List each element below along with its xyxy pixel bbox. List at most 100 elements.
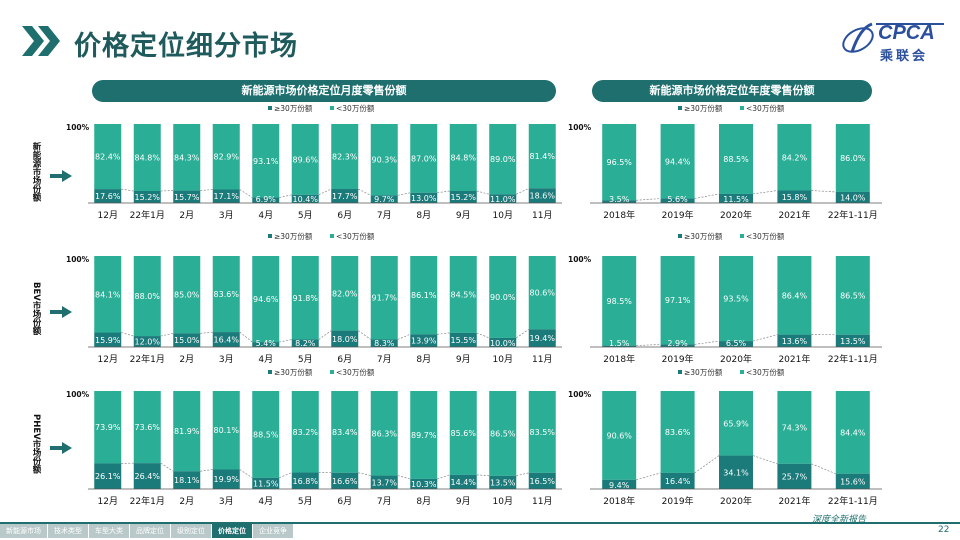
series-connector-line bbox=[437, 474, 450, 480]
footer-divider bbox=[0, 522, 960, 524]
legend-label-low: <30万份额 bbox=[336, 103, 375, 113]
series-connector-line bbox=[636, 344, 661, 346]
bar-segment-high bbox=[291, 339, 319, 347]
bar-segment-low bbox=[370, 124, 398, 196]
series-connector-line bbox=[636, 472, 661, 481]
data-label-low: 65.9% bbox=[723, 419, 749, 428]
legend-swatch-high bbox=[268, 370, 272, 374]
x-tick-label: 2018年 bbox=[603, 495, 635, 507]
legend-label-low: <30万份额 bbox=[746, 367, 785, 377]
bar-segment-high bbox=[719, 341, 753, 347]
bar-segment-high bbox=[449, 474, 477, 489]
series-connector-line bbox=[752, 190, 778, 195]
bar-segment-low bbox=[94, 391, 122, 464]
data-label-low: 84.3% bbox=[174, 153, 200, 162]
x-tick-label: 3月 bbox=[219, 496, 234, 507]
x-tick-label: 22年1-11月 bbox=[828, 495, 878, 507]
bar-segment-low bbox=[212, 391, 240, 470]
nav-tab[interactable]: 车型大类 bbox=[89, 524, 129, 538]
legend-label-high: ≥30万份额 bbox=[274, 367, 313, 377]
data-label-high: 15.6% bbox=[840, 477, 866, 486]
bar-segment-low bbox=[777, 391, 812, 464]
bar-segment-low bbox=[602, 256, 637, 346]
data-label-low: 89.7% bbox=[411, 431, 437, 440]
nav-tab[interactable]: 品牌定位 bbox=[130, 524, 170, 538]
x-tick-label: 11月 bbox=[532, 210, 552, 221]
bar-segment-low bbox=[835, 256, 870, 335]
bar-segment-high bbox=[94, 463, 122, 489]
bar-segment-high bbox=[777, 334, 812, 347]
x-tick-label: 2020年 bbox=[720, 353, 752, 365]
bar-segment-high bbox=[370, 339, 398, 347]
x-tick-label: 6月 bbox=[337, 354, 352, 365]
x-tick-label: 22年1月 bbox=[130, 353, 165, 365]
nav-tab[interactable]: 级别定位 bbox=[171, 524, 211, 538]
bar-segment-low bbox=[252, 256, 280, 343]
bar-segment-low bbox=[370, 391, 398, 476]
x-tick-label: 9月 bbox=[456, 210, 471, 221]
x-tick-label: 6月 bbox=[337, 210, 352, 221]
nav-tab[interactable]: 新能源市场 bbox=[0, 524, 47, 538]
series-connector-line bbox=[694, 193, 720, 199]
bar-segment-high bbox=[410, 334, 438, 347]
bar-segment-low bbox=[489, 124, 517, 195]
nav-tab[interactable]: 企业竞争 bbox=[253, 524, 293, 538]
series-connector-line bbox=[239, 469, 253, 479]
data-label-high: 3.5% bbox=[609, 195, 630, 204]
data-label-high: 13.6% bbox=[782, 337, 808, 346]
bar-segment-low bbox=[173, 256, 201, 334]
nav-tab[interactable]: 价格定位 bbox=[212, 524, 252, 538]
data-label-low: 98.5% bbox=[606, 297, 632, 306]
series-connector-line bbox=[476, 332, 490, 339]
series-connector-line bbox=[200, 331, 213, 334]
data-label-high: 11.5% bbox=[723, 195, 749, 204]
data-label-high: 15.2% bbox=[451, 193, 477, 202]
data-label-high: 13.7% bbox=[372, 478, 398, 487]
data-label-high: 8.3% bbox=[374, 339, 395, 348]
nav-tab[interactable]: 技术类型 bbox=[48, 524, 88, 538]
footer-slogan: 深度全新报告 bbox=[812, 515, 867, 525]
x-tick-label: 9月 bbox=[456, 496, 471, 507]
bar-segment-high bbox=[602, 200, 637, 203]
data-label-low: 83.4% bbox=[332, 428, 358, 437]
data-label-low: 89.6% bbox=[293, 155, 319, 164]
bar-segment-high bbox=[660, 198, 695, 203]
series-connector-line bbox=[358, 472, 371, 476]
x-tick-label: 2021年 bbox=[778, 495, 810, 507]
data-label-low: 83.6% bbox=[214, 290, 240, 299]
data-label-high: 34.1% bbox=[723, 468, 749, 477]
data-label-high: 5.6% bbox=[667, 195, 688, 204]
bar-segment-low bbox=[602, 124, 637, 201]
bar-segment-high bbox=[94, 189, 122, 203]
x-tick-label: 5月 bbox=[298, 496, 313, 507]
bar-segment-low bbox=[252, 391, 280, 478]
bar-segment-low bbox=[660, 391, 695, 473]
bar-segment-high bbox=[173, 471, 201, 489]
x-tick-label: 2月 bbox=[179, 354, 194, 365]
data-label-high: 10.4% bbox=[293, 195, 319, 204]
data-label-low: 86.0% bbox=[840, 154, 866, 163]
legend-swatch-high bbox=[678, 106, 682, 110]
bar-segment-high bbox=[291, 472, 319, 489]
series-connector-line bbox=[811, 463, 836, 475]
bar-segment-low bbox=[212, 256, 240, 333]
bar-segment-high bbox=[489, 337, 517, 347]
x-tick-label: 2019年 bbox=[662, 353, 694, 365]
bar-segment-high bbox=[528, 188, 556, 203]
bar-segment-low bbox=[449, 124, 477, 191]
title-chevron-icon bbox=[22, 26, 60, 56]
page-number: 22 bbox=[938, 525, 950, 535]
data-label-low: 73.6% bbox=[135, 423, 161, 432]
x-tick-label: 5月 bbox=[298, 354, 313, 365]
x-tick-label: 22年1-11月 bbox=[828, 353, 878, 365]
series-connector-line bbox=[636, 198, 661, 201]
series-connector-line bbox=[318, 330, 332, 340]
bar-segment-high bbox=[777, 463, 812, 489]
data-label-low: 86.5% bbox=[840, 291, 866, 300]
bar-segment-low bbox=[94, 256, 122, 333]
series-connector-line bbox=[516, 329, 529, 339]
page-title: 价格定位细分市场 bbox=[74, 31, 298, 62]
data-label-low: 84.8% bbox=[135, 153, 161, 162]
series-connector-line bbox=[160, 333, 174, 337]
bar-segment-low bbox=[173, 391, 201, 472]
